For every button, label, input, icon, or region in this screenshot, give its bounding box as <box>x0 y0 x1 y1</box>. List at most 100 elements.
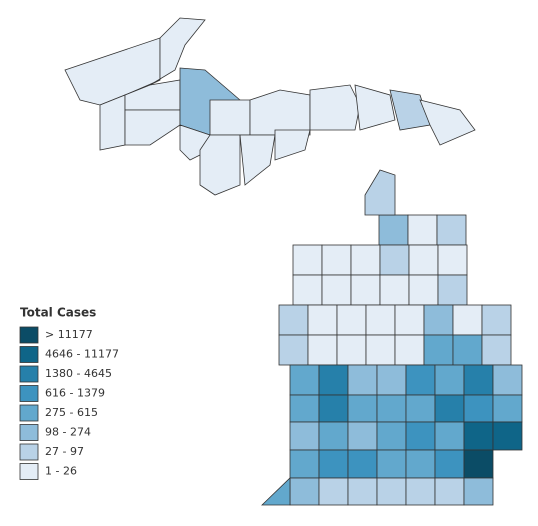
county <box>407 214 438 246</box>
county <box>405 477 436 506</box>
county <box>336 304 367 336</box>
county <box>463 449 494 479</box>
county <box>350 244 381 276</box>
county <box>347 449 378 479</box>
counties <box>64 17 523 506</box>
county <box>481 334 512 366</box>
county <box>318 394 349 423</box>
county <box>378 214 409 246</box>
county <box>318 364 349 396</box>
legend-swatch <box>19 404 39 422</box>
county <box>481 304 512 336</box>
county <box>274 129 311 161</box>
county <box>350 274 381 306</box>
county <box>376 477 407 506</box>
county <box>419 99 476 146</box>
county <box>364 169 396 216</box>
county <box>289 421 320 451</box>
county <box>423 334 454 366</box>
county <box>365 304 396 336</box>
legend-label: 616 - 1379 <box>45 387 105 400</box>
legend-swatch <box>19 424 39 441</box>
county <box>434 477 465 506</box>
county <box>307 334 338 366</box>
county <box>394 304 425 336</box>
county <box>307 304 338 336</box>
county <box>379 244 410 276</box>
county <box>289 364 320 396</box>
county <box>199 134 241 196</box>
county <box>405 394 436 423</box>
legend: Total Cases > 11177 4646 - 11177 1380 - 46… <box>19 306 119 480</box>
county <box>436 214 467 246</box>
county <box>292 244 323 276</box>
county <box>318 477 349 506</box>
county <box>463 477 494 506</box>
county <box>209 99 251 136</box>
county <box>376 364 407 396</box>
legend-label: 275 - 615 <box>45 406 98 419</box>
legend-title: Total Cases <box>20 306 96 320</box>
legend-swatch <box>19 443 39 461</box>
legend-swatch <box>19 385 39 402</box>
legend-label: 98 - 274 <box>45 426 91 439</box>
county <box>309 84 361 131</box>
legend-swatch <box>19 326 39 344</box>
county <box>318 421 349 451</box>
county <box>437 244 468 276</box>
county <box>463 364 494 396</box>
county <box>336 334 367 366</box>
county <box>405 449 436 479</box>
county <box>434 364 465 396</box>
county <box>405 421 436 451</box>
county <box>292 274 323 306</box>
county <box>278 304 309 336</box>
county <box>289 449 320 479</box>
county <box>452 304 483 336</box>
county <box>354 84 396 131</box>
county <box>434 449 465 479</box>
county <box>408 244 439 276</box>
county <box>261 477 291 506</box>
county <box>463 394 494 423</box>
county <box>434 421 465 451</box>
county <box>376 394 407 423</box>
county <box>124 109 181 146</box>
county <box>347 477 378 506</box>
county <box>492 394 523 423</box>
county <box>405 364 436 396</box>
county <box>318 449 349 479</box>
legend-swatch <box>19 365 39 383</box>
county <box>365 334 396 366</box>
county <box>321 244 352 276</box>
legend-label: 1380 - 4645 <box>45 367 112 380</box>
county <box>376 449 407 479</box>
county <box>408 274 439 306</box>
county <box>239 134 276 186</box>
legend-label: > 11177 <box>45 328 93 341</box>
county <box>394 334 425 366</box>
county <box>149 17 206 86</box>
county <box>379 274 410 306</box>
county <box>423 304 454 336</box>
county <box>437 274 468 306</box>
county <box>463 421 494 451</box>
county <box>434 394 465 423</box>
county <box>347 394 378 423</box>
county <box>492 421 523 451</box>
legend-label: 27 - 97 <box>45 445 84 458</box>
legend-label: 4646 - 11177 <box>45 348 119 361</box>
county <box>376 421 407 451</box>
county <box>99 94 126 151</box>
legend-label: 1 - 26 <box>45 465 77 478</box>
county <box>347 421 378 451</box>
county <box>492 364 523 396</box>
county <box>347 364 378 396</box>
county <box>321 274 352 306</box>
county <box>278 334 309 366</box>
county <box>289 477 320 506</box>
legend-swatch <box>19 346 39 363</box>
legend-swatch <box>19 463 39 480</box>
